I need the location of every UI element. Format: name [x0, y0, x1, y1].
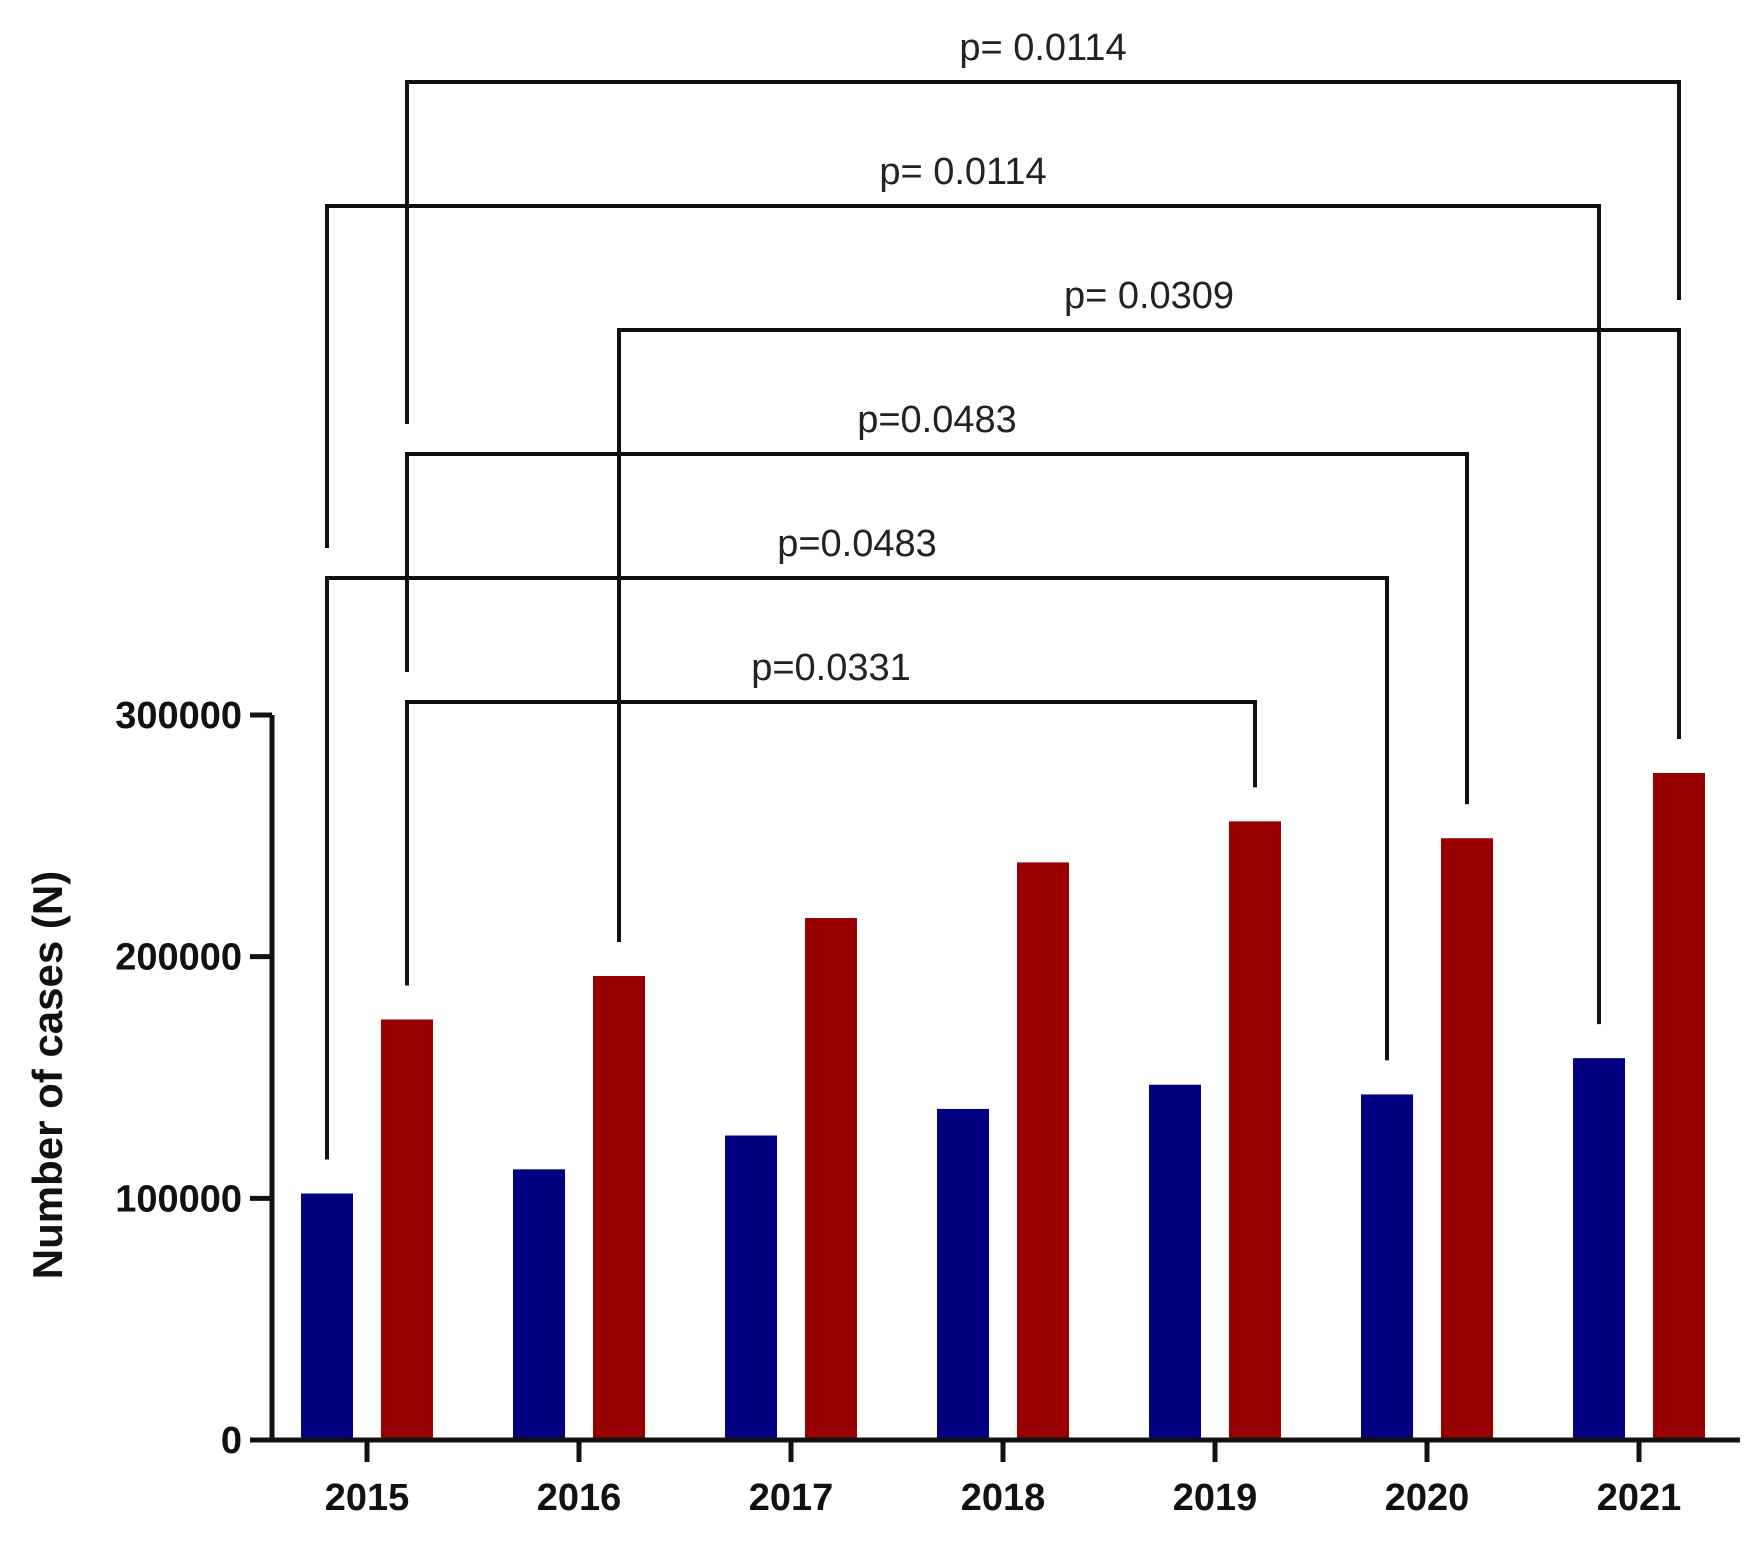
- y-tick-label: 300000: [115, 695, 242, 737]
- p-value-label: p=0.0331: [751, 647, 911, 689]
- significance-brackets: p=0.0331 p=0.0483 p=0.0483 p= 0.0309 p= 0.01…: [325, 27, 1681, 1160]
- bar: [513, 1169, 565, 1440]
- significance-bracket: [405, 80, 1681, 424]
- significance-bracket: [405, 452, 1469, 805]
- bar: [1149, 1084, 1201, 1440]
- x-ticks: 2015 2016 2017 2018 2019 2020 2021: [325, 1440, 1682, 1519]
- bar: [381, 1019, 433, 1440]
- significance-bracket: [617, 328, 1681, 942]
- bar: [1229, 821, 1281, 1440]
- y-axis-title: Number of cases (N): [24, 871, 71, 1279]
- bars: [301, 773, 1705, 1440]
- p-value-label: p= 0.0114: [879, 151, 1046, 193]
- bar: [1653, 773, 1705, 1440]
- p-value-label: p=0.0483: [857, 399, 1017, 441]
- x-tick-label: 2021: [1597, 1477, 1682, 1519]
- bar: [1361, 1094, 1413, 1440]
- y-tick-label: 200000: [115, 937, 242, 979]
- significance-bracket: [325, 576, 1389, 1160]
- x-tick-label: 2018: [961, 1477, 1046, 1519]
- x-tick-label: 2020: [1385, 1477, 1470, 1519]
- y-tick-label: 100000: [115, 1178, 242, 1220]
- p-value-label: p= 0.0309: [1064, 275, 1234, 317]
- x-tick-label: 2015: [325, 1477, 410, 1519]
- p-value-label: p=0.0483: [777, 523, 937, 565]
- bar: [937, 1108, 989, 1440]
- x-tick-label: 2019: [1173, 1477, 1258, 1519]
- bar: [725, 1135, 777, 1440]
- bar: [1441, 838, 1493, 1440]
- bar: [1017, 862, 1069, 1440]
- significance-bracket: [405, 700, 1257, 986]
- x-tick-label: 2016: [537, 1477, 622, 1519]
- bar: [301, 1193, 353, 1440]
- y-tick-label: 0: [221, 1420, 242, 1462]
- x-tick-label: 2017: [749, 1477, 834, 1519]
- bar: [805, 918, 857, 1440]
- p-value-label: p= 0.0114: [959, 27, 1126, 69]
- significance-bracket: [325, 204, 1601, 1025]
- y-ticks: 0 100000 200000 300000: [115, 695, 272, 1462]
- axes: [269, 715, 1740, 1443]
- bar: [1573, 1058, 1625, 1440]
- bar: [593, 976, 645, 1440]
